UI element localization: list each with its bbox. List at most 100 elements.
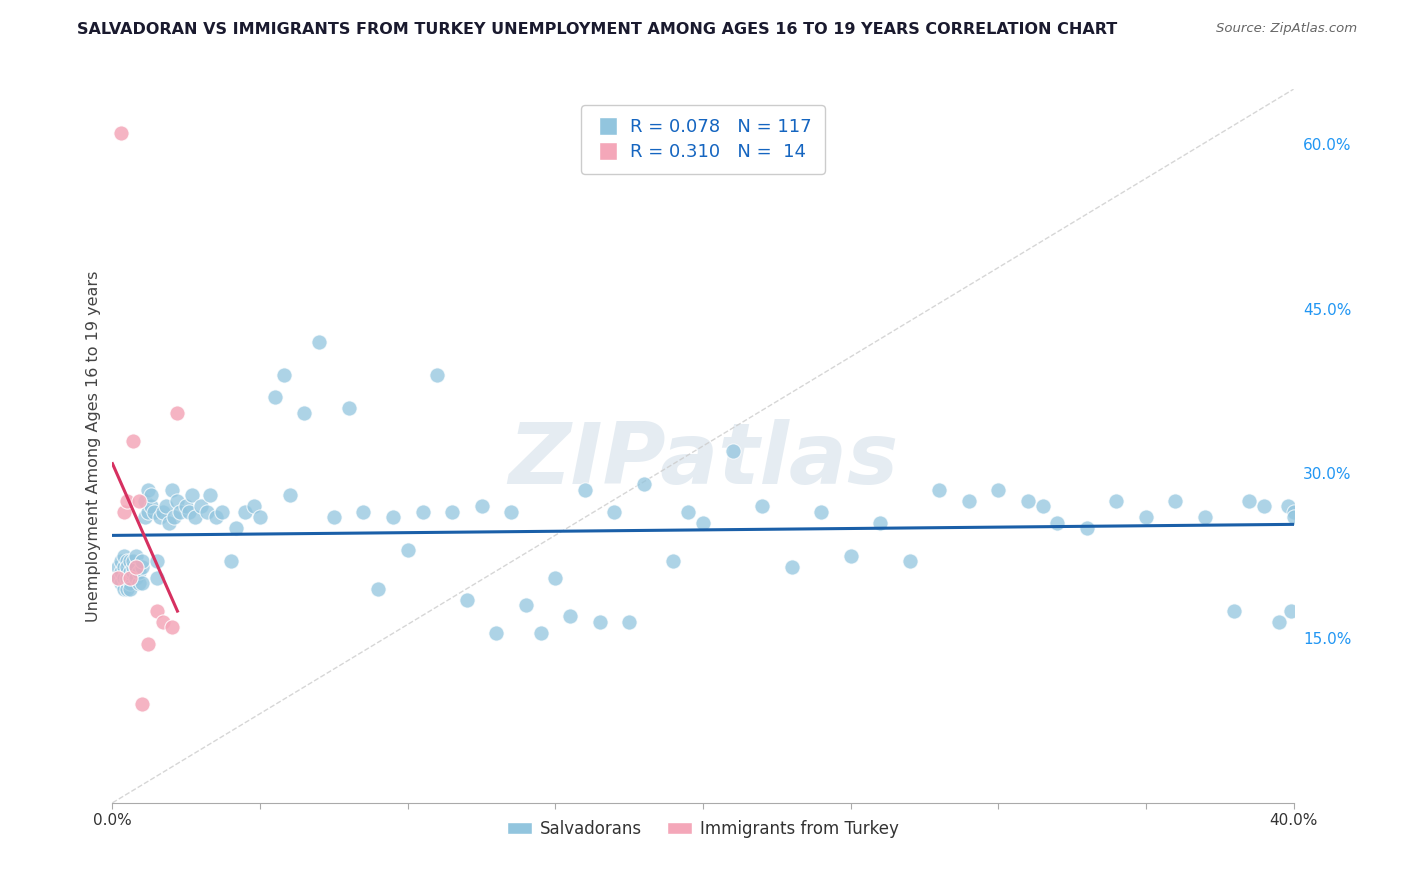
Point <box>692 516 714 530</box>
Point <box>112 505 135 519</box>
Point <box>957 494 980 508</box>
Point <box>603 505 626 519</box>
Point <box>128 494 150 508</box>
Point <box>152 505 174 519</box>
Point <box>987 483 1010 497</box>
Point <box>1282 510 1305 524</box>
Point <box>142 505 165 519</box>
Point <box>107 559 129 574</box>
Point <box>125 571 148 585</box>
Point <box>1046 516 1069 530</box>
Point <box>110 554 132 568</box>
Point <box>1194 510 1216 524</box>
Point <box>1032 500 1054 514</box>
Point <box>174 500 197 514</box>
Point <box>117 582 138 596</box>
Point <box>117 554 138 568</box>
Point <box>139 500 162 514</box>
Point <box>780 559 803 574</box>
Point <box>211 505 233 519</box>
Point <box>1282 505 1305 519</box>
Point <box>352 505 374 519</box>
Point <box>574 483 596 497</box>
Point <box>1164 494 1187 508</box>
Point <box>292 406 315 420</box>
Point <box>131 554 153 568</box>
Point <box>396 543 419 558</box>
Point <box>721 444 744 458</box>
Point <box>134 510 156 524</box>
Point <box>179 505 201 519</box>
Point <box>155 500 177 514</box>
Point <box>131 576 153 591</box>
Point <box>501 505 523 519</box>
Point <box>110 566 132 580</box>
Point <box>184 510 207 524</box>
Point <box>120 576 142 591</box>
Point <box>619 615 641 629</box>
Text: ZIPatlas: ZIPatlas <box>508 418 898 502</box>
Point <box>122 434 145 448</box>
Point <box>160 620 183 634</box>
Point <box>198 488 221 502</box>
Point <box>112 582 135 596</box>
Point <box>544 571 567 585</box>
Point <box>122 554 145 568</box>
Point <box>1135 510 1157 524</box>
Point <box>117 576 138 591</box>
Point <box>157 516 180 530</box>
Point <box>163 510 186 524</box>
Point <box>146 571 169 585</box>
Point <box>120 571 142 585</box>
Point <box>166 406 188 420</box>
Point <box>278 488 301 502</box>
Point <box>120 554 142 568</box>
Point <box>633 477 655 491</box>
Point <box>337 401 360 415</box>
Point <box>308 334 330 349</box>
Point <box>122 566 145 580</box>
Point <box>810 505 832 519</box>
Point <box>219 554 242 568</box>
Point <box>128 566 150 580</box>
Point <box>131 559 153 574</box>
Point <box>152 615 174 629</box>
Point <box>441 505 464 519</box>
Point <box>529 625 551 640</box>
Point <box>190 500 212 514</box>
Point <box>411 505 433 519</box>
Point <box>426 368 449 382</box>
Point <box>225 521 247 535</box>
Point <box>249 510 271 524</box>
Point <box>117 494 138 508</box>
Point <box>558 609 582 624</box>
Point <box>1279 604 1302 618</box>
Point <box>110 576 132 591</box>
Point <box>1239 494 1261 508</box>
Point <box>139 488 162 502</box>
Point <box>107 571 129 585</box>
Point <box>588 615 610 629</box>
Point <box>160 483 183 497</box>
Point <box>117 559 138 574</box>
Point <box>205 510 228 524</box>
Point <box>134 494 156 508</box>
Point <box>117 566 138 580</box>
Point <box>1017 494 1039 508</box>
Point <box>149 510 172 524</box>
Point <box>323 510 346 524</box>
Point <box>456 592 478 607</box>
Point <box>662 554 685 568</box>
Point <box>1268 615 1291 629</box>
Point <box>166 494 188 508</box>
Point <box>1076 521 1098 535</box>
Point <box>122 559 145 574</box>
Point <box>515 598 537 612</box>
Point <box>146 554 169 568</box>
Point <box>112 559 135 574</box>
Point <box>169 505 191 519</box>
Point <box>136 637 159 651</box>
Point <box>1277 500 1299 514</box>
Point <box>264 390 287 404</box>
Point <box>382 510 405 524</box>
